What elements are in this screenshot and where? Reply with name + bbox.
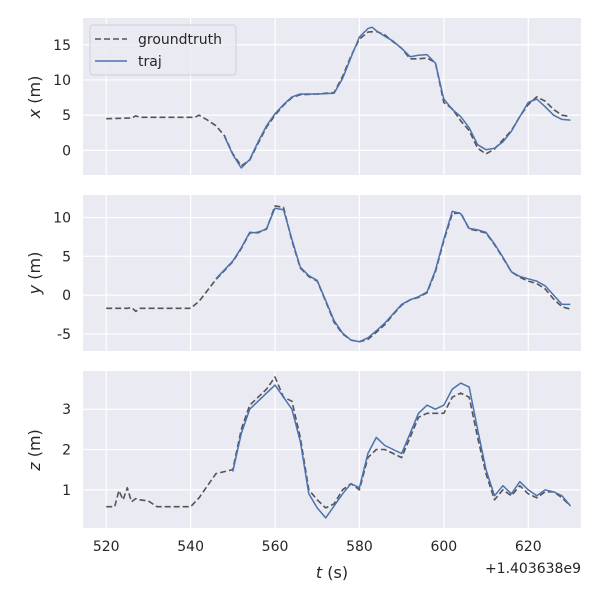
y-tick-label-x: 10 [53, 73, 71, 89]
y-tick-label-y: 10 [53, 211, 71, 227]
x-tick-label: 520 [93, 539, 120, 555]
y-tick-label-x: 5 [62, 108, 71, 124]
legend-traj-label: traj [138, 54, 162, 70]
y-tick-label-z: 1 [62, 483, 71, 499]
x-tick-label: 580 [346, 539, 373, 555]
x-tick-label: 600 [430, 539, 457, 555]
y-tick-label-y: 0 [62, 288, 71, 304]
legend: groundtruth traj [89, 24, 237, 76]
plot-area-y [83, 195, 581, 351]
y-tick-label-x: 15 [53, 38, 71, 54]
series-groundtruth-z [106, 376, 571, 509]
series-traj-x [223, 26, 571, 169]
series-traj-z [232, 382, 571, 519]
y-tick-label-x: 0 [62, 143, 71, 159]
legend-box [89, 24, 237, 76]
y-axis-label-z: z (m) [25, 429, 44, 472]
subplot-z: 1 2 3 [62, 371, 581, 528]
x-tick-label: 540 [177, 539, 204, 555]
series-traj-y [215, 207, 571, 343]
x-offset-label: +1.403638e9 [485, 561, 581, 577]
subplot-y: -5 0 5 10 [53, 195, 581, 351]
x-axis-label: t (s) [316, 563, 348, 582]
y-axis-label-y: y (m) [25, 252, 44, 296]
y-tick-label-z: 3 [62, 402, 71, 418]
y-tick-label-y: -5 [57, 327, 71, 343]
y-tick-label-z: 2 [62, 443, 71, 459]
y-axis-label-x: x (m) [25, 76, 44, 120]
legend-groundtruth-label: groundtruth [138, 32, 222, 48]
x-tick-label: 560 [262, 539, 289, 555]
x-tick-label: 620 [515, 539, 542, 555]
x-tick-labels: 520 540 560 580 600 620 [93, 539, 542, 555]
y-tick-label-y: 5 [62, 249, 71, 265]
